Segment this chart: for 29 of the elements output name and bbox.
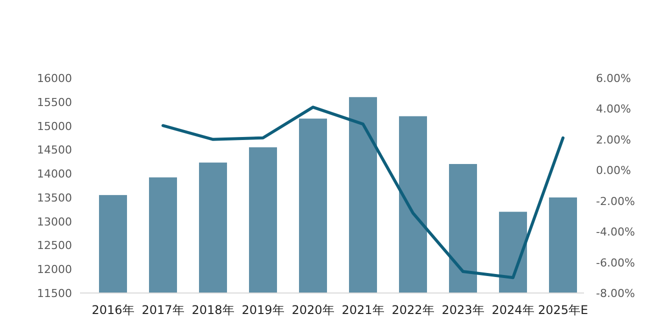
x-tick-label: 2025年E bbox=[538, 303, 588, 317]
y-tick-label: 16000 bbox=[37, 72, 72, 85]
line-series bbox=[162, 106, 564, 280]
y2-tick-label: -8.00% bbox=[596, 287, 635, 300]
y-tick-label: 11500 bbox=[37, 287, 72, 300]
y-tick-label: 13000 bbox=[37, 215, 72, 228]
x-tick-label: 2023年 bbox=[442, 303, 484, 317]
y-tick-label: 14000 bbox=[37, 168, 72, 181]
y2-tick-label: -4.00% bbox=[596, 226, 635, 239]
y-tick-label: 13500 bbox=[37, 191, 72, 204]
y-tick-label: 15500 bbox=[37, 96, 72, 109]
y2-tick-label: 4.00% bbox=[596, 102, 631, 116]
x-tick-label: 2024年 bbox=[492, 303, 534, 317]
x-tick-label: 2019年 bbox=[242, 303, 284, 317]
y-tick-label: 14500 bbox=[37, 144, 72, 157]
x-tick-label: 2017年 bbox=[142, 303, 184, 317]
y2-tick-label: 6.00% bbox=[596, 72, 631, 85]
y2-tick-label: 0.00% bbox=[596, 164, 631, 178]
y-tick-label: 15000 bbox=[37, 120, 72, 133]
x-tick-label: 2022年 bbox=[392, 303, 434, 317]
x-tick-label: 2021年 bbox=[342, 303, 384, 317]
y2-tick-label: 2.00% bbox=[596, 133, 631, 146]
y-tick-label: 12500 bbox=[37, 239, 72, 252]
y-tick-label: 12000 bbox=[37, 263, 72, 276]
y2-tick-label: -2.00% bbox=[596, 194, 635, 208]
x-tick-label: 2016年 bbox=[92, 303, 134, 317]
x-tick-label: 2020年 bbox=[292, 303, 334, 317]
y2-tick-label: -6.00% bbox=[596, 256, 635, 270]
x-tick-label: 2018年 bbox=[192, 303, 234, 317]
